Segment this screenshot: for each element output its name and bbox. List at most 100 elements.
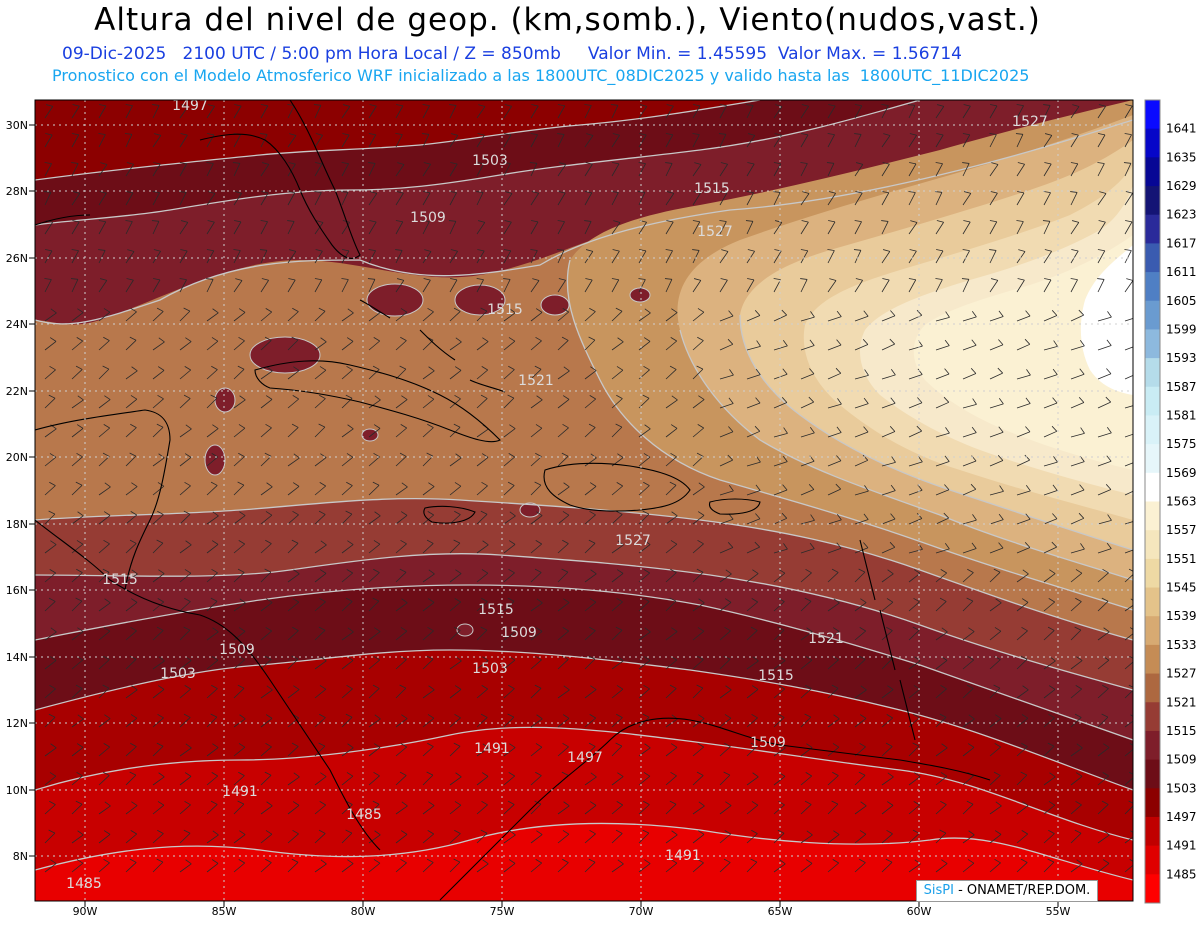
wind-barb-flag (670, 337, 677, 342)
wind-barb-flag (1080, 543, 1085, 550)
wind-barb (44, 369, 56, 380)
wind-barb-flag (482, 337, 489, 342)
wind-barb (395, 775, 407, 786)
wind-barb (584, 398, 596, 409)
wind-barb (746, 573, 759, 583)
wind-barb-flag (266, 598, 273, 603)
wind-barb (773, 832, 785, 844)
wind-barb (1016, 251, 1026, 264)
wind-barb-flag (585, 278, 593, 281)
wind-barb-flag (179, 162, 187, 165)
wind-barb-flag (616, 801, 623, 806)
wind-barb (449, 689, 462, 699)
wind-barb-flag (671, 308, 678, 313)
wind-barb-flag (801, 133, 809, 136)
wind-barb-flag (584, 220, 592, 222)
wind-barb-flag (827, 133, 835, 136)
wind-barb-flag (1071, 133, 1079, 136)
wind-barb-flag (503, 162, 511, 164)
wind-barb-flag (1025, 397, 1031, 404)
contour-label: 1503 (472, 153, 508, 169)
wind-barb (503, 834, 516, 844)
wind-barb (341, 485, 353, 496)
wind-barb (962, 105, 971, 119)
wind-barb-flag (557, 133, 565, 135)
wind-barb (908, 573, 921, 583)
wind-barb (719, 630, 731, 641)
wind-barb (98, 486, 111, 496)
wind-barb (935, 373, 950, 380)
wind-barb-flag (962, 162, 970, 164)
wind-barb-flag (1049, 569, 1056, 574)
wind-barb-flag (913, 597, 920, 603)
wind-barb (476, 222, 486, 235)
wind-barb-flag (72, 220, 80, 223)
wind-barb-flag (260, 220, 268, 223)
wind-barb-flag (238, 308, 246, 313)
wind-barb-flag (453, 626, 461, 631)
wind-barb (611, 629, 623, 641)
wind-barb-flag (864, 485, 869, 492)
wind-barb (1124, 346, 1133, 351)
wind-barb-flag (782, 484, 788, 491)
wind-barb-flag (183, 829, 191, 834)
wind-barb-flag (805, 859, 813, 864)
wind-barb (98, 543, 110, 554)
wind-barb-flag (1076, 859, 1083, 865)
wind-barb (449, 745, 461, 757)
wind-barb-flag (503, 249, 511, 252)
wind-barb (692, 368, 704, 380)
wind-barb (260, 718, 273, 728)
wind-barb-flag (183, 713, 191, 718)
wind-barb (71, 428, 84, 438)
wind-barb (422, 398, 435, 409)
wind-barb (98, 427, 110, 438)
wind-barb (1070, 517, 1084, 525)
wind-barb-flag (989, 220, 997, 223)
wind-barb-flag (913, 713, 920, 718)
wind-barb (989, 280, 999, 293)
wind-barb-flag (369, 104, 377, 107)
wind-barb-flag (941, 859, 948, 864)
wind-barb (368, 600, 380, 612)
wind-barb (773, 192, 781, 206)
wind-barb (773, 314, 787, 322)
wind-barb-flag (968, 830, 975, 836)
wind-barb-flag (723, 771, 731, 776)
wind-barb (260, 659, 272, 670)
wind-barb (908, 688, 921, 699)
colorbar-label: 1581 (1166, 408, 1197, 422)
wind-barb-flag (211, 859, 219, 864)
wind-barb (908, 163, 917, 177)
wind-barb (800, 401, 814, 409)
wind-barb-flag (400, 539, 407, 545)
wind-barb (152, 221, 160, 235)
wind-barb-flag (669, 684, 677, 689)
lat-label: 18N (6, 518, 28, 531)
wind-barb-flag (556, 249, 564, 251)
wind-barb-flag (347, 308, 354, 314)
wind-barb (476, 250, 485, 264)
wind-barb-flag (206, 278, 214, 280)
wind-barb (233, 515, 246, 525)
wind-barb (746, 279, 755, 293)
wind-barb-flag (1021, 830, 1028, 835)
wind-barb (530, 427, 543, 438)
wind-barb-flag (319, 801, 326, 806)
wind-barb-flag (584, 191, 592, 194)
wind-barb (989, 105, 998, 119)
wind-barb (611, 398, 623, 409)
wind-barb (206, 716, 218, 728)
wind-barb-flag (422, 220, 430, 222)
contour-label: 1509 (219, 642, 255, 658)
contour-label: 1527 (697, 224, 733, 240)
wind-barb-flag (369, 220, 377, 223)
wind-barb (503, 193, 513, 206)
wind-barb-flag (916, 513, 923, 519)
wind-barb (98, 456, 110, 467)
wind-barb-flag (1025, 310, 1031, 317)
wind-barb (746, 660, 759, 670)
wind-barb (476, 134, 485, 148)
wind-barb-flag (1053, 340, 1058, 347)
wind-barb-flag (421, 133, 429, 135)
